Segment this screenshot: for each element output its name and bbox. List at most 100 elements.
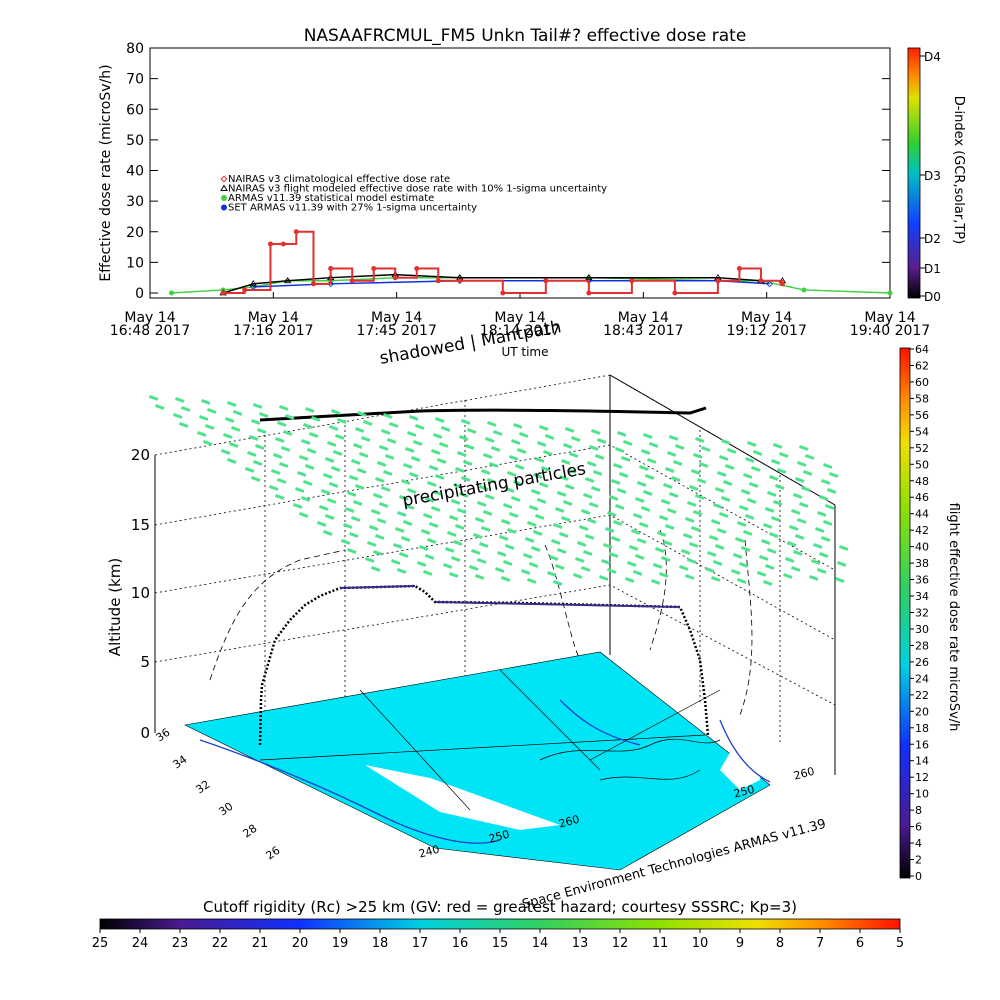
particle-marker [772,499,783,506]
particle-marker [608,551,619,558]
particle-marker [534,513,545,520]
top-plot-frame [149,47,891,299]
particle-marker [268,485,279,491]
top-y-axis-label: Effective dose rate (microSv/h) [98,64,114,281]
series-point [249,280,257,287]
particle-marker [226,401,237,407]
particle-marker [768,532,779,538]
z-axis-label: Altitude (km) [106,558,124,656]
particle-marker [374,534,385,540]
particle-marker [424,553,435,560]
particle-marker [230,426,241,432]
particle-marker [776,467,787,474]
particle-marker [366,541,377,547]
rigidity-tick-label: 13 [572,936,589,951]
particle-marker [820,479,831,485]
particle-marker [438,442,449,448]
particle-marker [782,573,793,579]
particle-marker [660,499,671,505]
dose-tick-label: 38 [915,557,929,570]
particle-marker [504,544,515,550]
particle-marker [620,456,631,462]
particle-marker [578,524,589,531]
particle-marker [398,551,409,558]
particle-marker [590,485,601,492]
particle-marker [346,548,357,554]
particle-marker [502,503,513,509]
particle-marker [742,473,753,479]
particle-marker [768,474,779,481]
y-tick-label: 50 [126,133,144,149]
particle-marker [784,557,795,563]
series-point [327,280,335,288]
rigidity-title: Cutoff rigidity (Rc) >25 km (GV: red = g… [203,898,797,916]
particle-marker [606,511,617,517]
dose-tick-label: 8 [915,804,922,817]
particle-marker [684,574,695,580]
particle-marker [232,410,243,416]
dindex-tick-label: D3 [924,169,941,183]
particle-marker [246,451,257,457]
particle-marker [352,443,363,449]
particle-marker [824,504,835,510]
particle-marker [348,474,359,481]
latitude-tick-label: 26 [264,844,283,863]
particle-marker [648,442,659,448]
particle-marker [538,482,549,488]
particle-marker [710,519,721,525]
particle-marker [564,426,575,433]
series-point [220,290,226,296]
particle-marker [396,511,407,517]
particle-marker [742,529,753,536]
particle-marker [370,509,381,515]
particle-marker [678,565,689,571]
particle-marker [502,560,513,566]
particle-marker [464,443,475,450]
particle-marker [552,580,563,586]
particle-marker [822,463,833,469]
x-tick-label-date: May 14 [494,310,545,326]
legend-marker [221,195,227,201]
series-point [629,278,635,284]
particle-marker [720,496,731,502]
y-tick-label: 10 [126,255,144,271]
particle-marker [328,425,339,431]
particle-marker [448,571,459,578]
top-plane-track [259,406,707,422]
particle-marker [666,507,677,514]
particle-marker [652,563,663,569]
particle-marker [616,431,627,437]
particle-marker [558,474,569,481]
particle-marker [334,433,345,440]
particle-marker [738,505,749,511]
particle-marker [586,461,597,467]
particle-marker [642,490,653,496]
particle-marker [332,449,343,456]
y-tick-label: 30 [126,194,144,210]
particle-marker [528,505,539,511]
particle-marker [354,484,365,490]
map-ocean-cut [365,765,560,830]
particle-marker [786,540,797,547]
particle-marker [688,484,699,491]
particle-marker [202,440,213,446]
particle-marker [560,516,571,522]
rigidity-axis: 25 24 23 22 21 20 19 18 17 16 15 14 13 12 11 10 9 8 7 6 5 [92,929,904,951]
particle-marker [206,408,217,414]
particle-marker [770,515,781,522]
particle-marker [306,448,317,454]
dose-tick-label: 64 [915,343,929,356]
x-tick-label-time: 18:43 2017 [603,323,683,339]
particle-marker [384,454,395,460]
particle-marker [724,463,735,470]
particle-marker [588,501,599,508]
particle-marker [670,476,681,482]
rigidity-tick-label: 9 [736,936,744,951]
particle-marker [564,484,575,490]
particle-marker [454,467,465,473]
dose-colorbar-axis: 0246810121416182022242628303234363840424… [910,343,929,883]
particle-marker [508,512,519,518]
particle-marker [250,475,261,482]
rigidity-colorbar [99,918,901,930]
particle-marker [398,495,409,501]
